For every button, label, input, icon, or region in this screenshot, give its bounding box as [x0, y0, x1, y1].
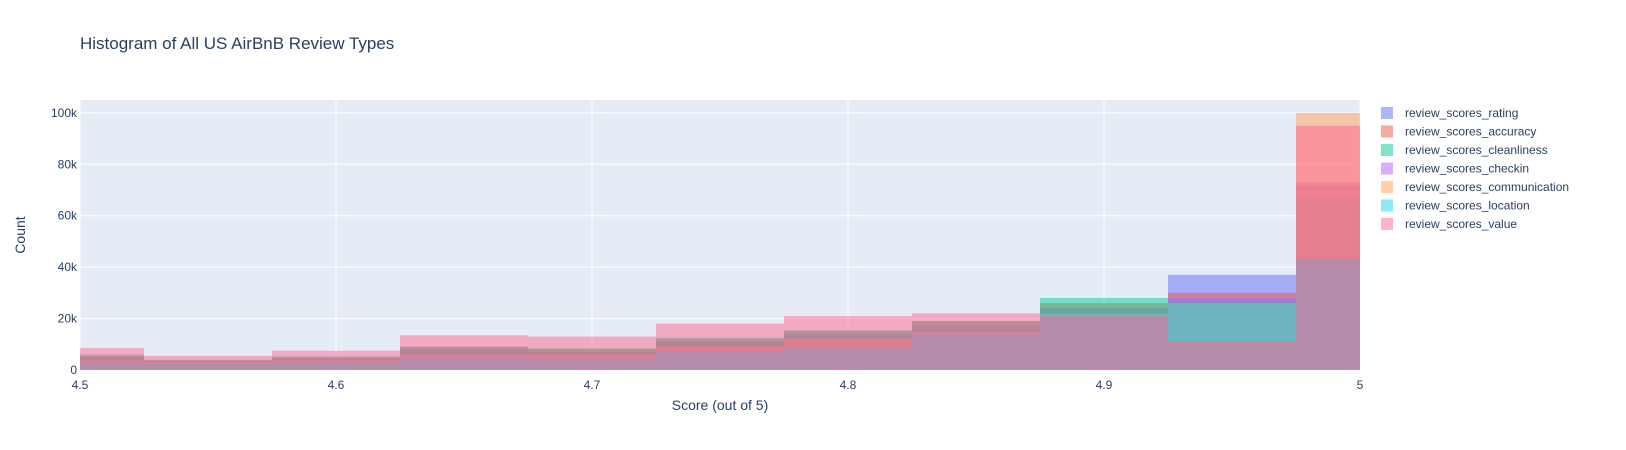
bar-review_scores_value-5 — [656, 323, 784, 370]
x-axis-title: Score (out of 5) — [672, 397, 769, 413]
legend-swatch-review_scores_value — [1381, 218, 1393, 230]
legend-swatch-review_scores_communication — [1381, 181, 1393, 193]
legend-item-review_scores_cleanliness[interactable]: review_scores_cleanliness — [1381, 143, 1548, 157]
chart-title: Histogram of All US AirBnB Review Types — [80, 34, 394, 53]
legend-swatch-review_scores_location — [1381, 199, 1393, 212]
x-tick-label-5: 5 — [1357, 378, 1364, 392]
bar-review_scores_value-8 — [1040, 316, 1168, 370]
y-tick-label-5: 100k — [51, 106, 78, 120]
legend-label-review_scores_location: review_scores_location — [1405, 199, 1530, 213]
legend-label-review_scores_rating: review_scores_rating — [1405, 106, 1518, 120]
legend-label-review_scores_cleanliness: review_scores_cleanliness — [1405, 143, 1548, 157]
legend-swatch-review_scores_accuracy — [1381, 125, 1393, 138]
y-tick-label-1: 20k — [58, 312, 78, 326]
y-tick-label-0: 0 — [70, 363, 77, 377]
legend-label-review_scores_checkin: review_scores_checkin — [1405, 162, 1529, 176]
x-tick-label-0: 4.5 — [72, 378, 89, 392]
y-tick-label-4: 80k — [58, 157, 78, 171]
legend-item-review_scores_checkin[interactable]: review_scores_checkin — [1381, 162, 1529, 176]
legend-swatch-review_scores_checkin — [1381, 162, 1393, 175]
legend-swatch-review_scores_rating — [1381, 107, 1393, 119]
legend-label-review_scores_accuracy: review_scores_accuracy — [1405, 125, 1536, 139]
legend-swatch-review_scores_cleanliness — [1381, 144, 1393, 156]
x-tick-label-2: 4.7 — [584, 378, 601, 392]
y-axis-title: Count — [12, 216, 28, 253]
x-tick-label-4: 4.9 — [1096, 378, 1113, 392]
y-tick-label-2: 40k — [58, 260, 78, 274]
bar-review_scores_value-4 — [528, 336, 656, 370]
bar-review_scores_value-7 — [912, 313, 1040, 370]
legend-item-review_scores_value[interactable]: review_scores_value — [1381, 217, 1517, 231]
series-review_scores_value — [80, 125, 1360, 370]
legend-item-review_scores_communication[interactable]: review_scores_communication — [1381, 180, 1569, 194]
bar-review_scores_value-9 — [1168, 341, 1296, 370]
bar-review_scores_value-2 — [272, 350, 400, 370]
bar-review_scores_value-1 — [144, 355, 272, 370]
bar-review_scores_value-6 — [784, 316, 912, 370]
bar-review_scores_value-10 — [1296, 125, 1360, 370]
legend[interactable]: review_scores_rating review_scores_accura… — [1381, 106, 1569, 231]
bar-review_scores_value-3 — [400, 335, 528, 370]
legend-item-review_scores_accuracy[interactable]: review_scores_accuracy — [1381, 125, 1536, 139]
x-tick-label-1: 4.6 — [328, 378, 345, 392]
legend-label-review_scores_communication: review_scores_communication — [1405, 180, 1569, 194]
legend-item-review_scores_location[interactable]: review_scores_location — [1381, 199, 1530, 213]
legend-label-review_scores_value: review_scores_value — [1405, 217, 1517, 231]
x-axis-ticks: 4.5 4.6 4.7 4.8 4.9 5 — [72, 378, 1364, 392]
histogram-bars — [80, 112, 1360, 370]
bar-review_scores_value-0 — [80, 348, 144, 370]
x-tick-label-3: 4.8 — [840, 378, 857, 392]
y-tick-label-3: 60k — [58, 209, 78, 223]
legend-item-review_scores_rating[interactable]: review_scores_rating — [1381, 106, 1518, 120]
y-axis-ticks: 0 20k 40k 60k 80k 100k — [51, 106, 78, 377]
